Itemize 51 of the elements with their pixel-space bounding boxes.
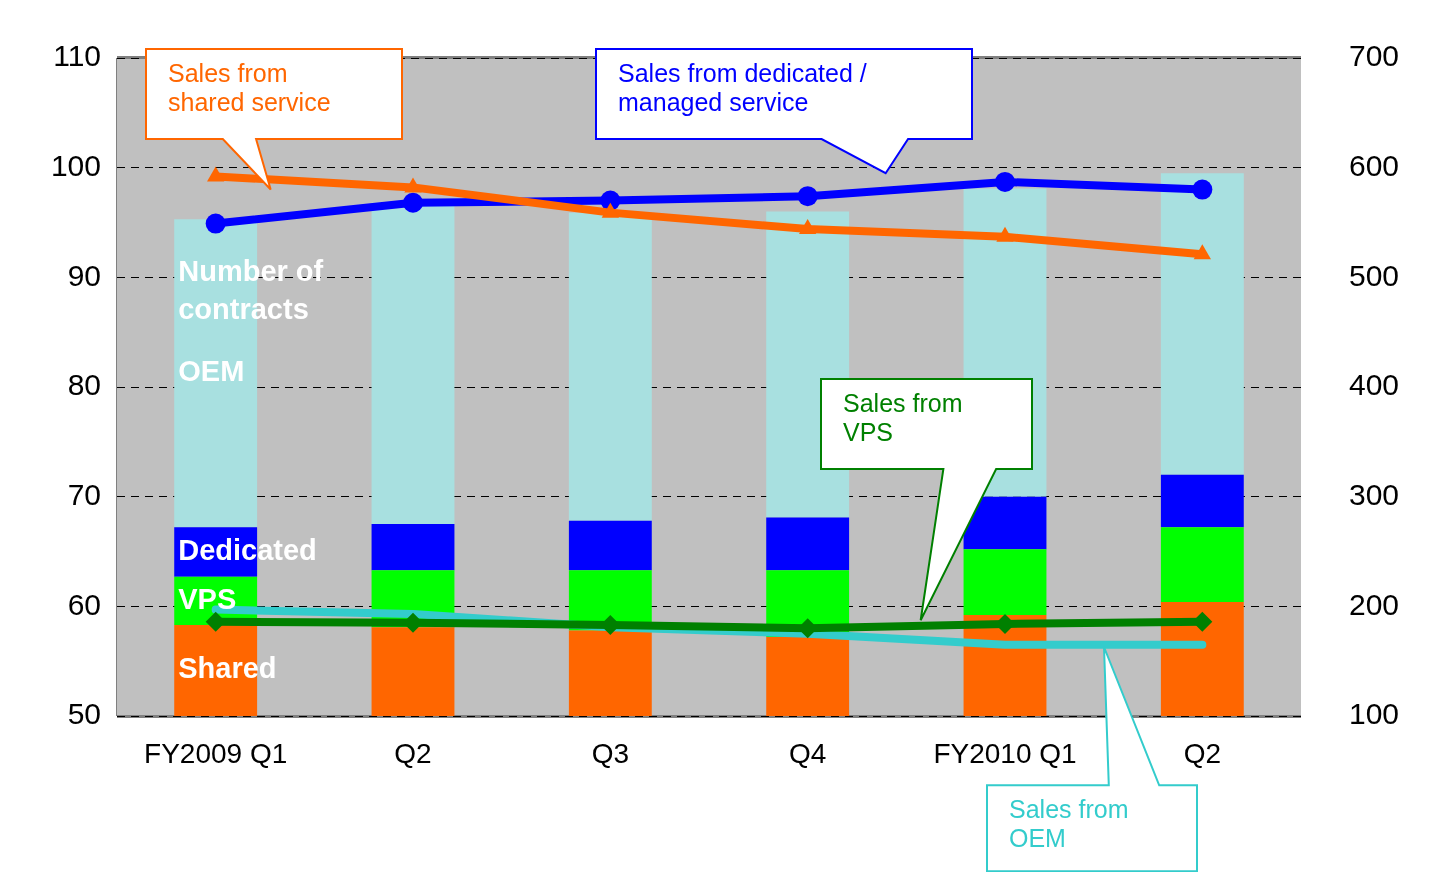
- y-tick-label: 100: [50, 148, 101, 182]
- x-tick-label: FY2010 Q1: [933, 737, 1077, 769]
- y2-tick-label: 300: [1349, 477, 1400, 511]
- bar: [1160, 601, 1244, 716]
- x-tick-label: FY2009 Q1: [144, 737, 288, 769]
- y-tick-label: 60: [67, 587, 101, 621]
- point: [404, 177, 422, 193]
- y-tick-label: 80: [67, 368, 101, 402]
- x-tick-label: Q2: [1183, 737, 1222, 769]
- y-tick-label: 110: [53, 39, 101, 73]
- y2-tick-label: 200: [1349, 587, 1400, 621]
- y2-tick-label: 400: [1349, 368, 1400, 402]
- y2-tick-label: 500: [1349, 258, 1400, 292]
- bar: [568, 212, 652, 521]
- point: [1193, 244, 1211, 260]
- point: [205, 213, 226, 234]
- bar: [766, 637, 850, 716]
- bar: [766, 517, 850, 571]
- bar: [1160, 527, 1244, 602]
- x-tick-label: Q4: [788, 737, 827, 769]
- callout: Sales from VPS: [821, 379, 1032, 621]
- point: [995, 613, 1015, 634]
- point: [799, 219, 817, 235]
- point: [1192, 179, 1213, 200]
- bar: [963, 549, 1047, 616]
- point: [797, 186, 818, 207]
- bar: [1160, 474, 1244, 528]
- series-label: VPS: [178, 582, 237, 615]
- x-tick-label: Q3: [591, 737, 630, 769]
- y-tick-label: 90: [67, 258, 101, 292]
- y2-tick-label: 100: [1349, 697, 1400, 731]
- point: [403, 612, 423, 633]
- callout: Sales from shared service: [146, 49, 402, 190]
- y2-tick-label: 600: [1349, 148, 1400, 182]
- series-label: OEM: [178, 355, 245, 388]
- point: [996, 226, 1014, 242]
- point: [207, 166, 225, 182]
- x-tick-label: Q2: [394, 737, 432, 769]
- y-tick-label: 70: [67, 477, 101, 511]
- y2-tick-label: 700: [1349, 39, 1400, 73]
- point: [995, 171, 1015, 192]
- bar: [371, 627, 455, 716]
- bar: [371, 524, 455, 571]
- bar: [568, 630, 652, 716]
- point: [403, 192, 423, 213]
- callout: Sales from dedicated / managed service: [596, 49, 972, 174]
- bar: [568, 520, 652, 571]
- y-tick-label: 50: [67, 697, 101, 731]
- bar: [1160, 173, 1244, 475]
- point: [601, 202, 619, 218]
- annotation: Number of contracts: [178, 255, 324, 326]
